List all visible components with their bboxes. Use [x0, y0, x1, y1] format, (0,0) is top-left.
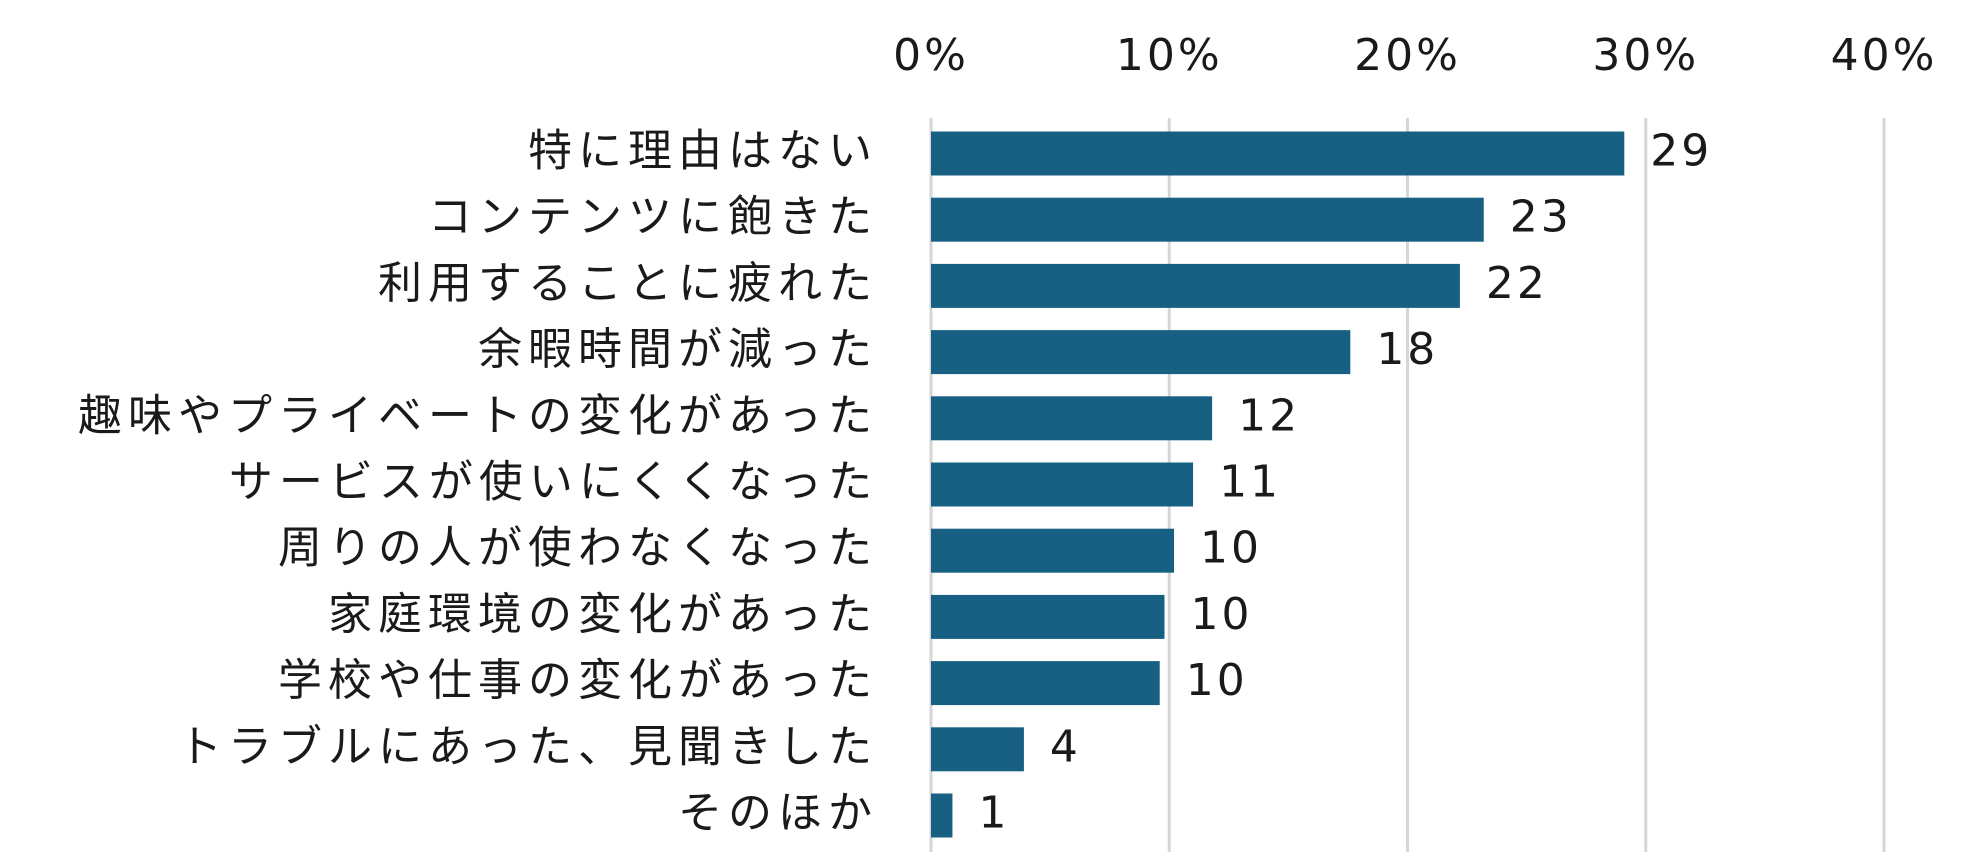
x-tick-label: 10%	[1116, 30, 1223, 81]
data-label: 1	[978, 788, 1009, 839]
x-axis-tick-labels: 0% 10% 20% 30% 40%	[893, 30, 1938, 81]
category-label: 学校や仕事の変化があった	[278, 655, 878, 706]
bar	[931, 330, 1351, 375]
bar	[931, 528, 1175, 573]
x-tick-label: 20%	[1354, 30, 1461, 81]
data-label: 11	[1219, 457, 1281, 508]
data-label: 18	[1376, 324, 1438, 375]
data-labels: 29 23 22 18 12 11 10 10 10 41	[978, 126, 1712, 839]
bars	[931, 131, 1625, 838]
data-label: 10	[1186, 655, 1248, 706]
data-label: 22	[1486, 258, 1548, 309]
bar	[931, 462, 1194, 507]
category-label: 趣味やプライベートの変化があった	[78, 390, 878, 441]
category-label: そのほか	[678, 788, 878, 839]
category-label: 利用することに疲れた	[378, 258, 878, 309]
category-label: 特に理由はない	[528, 126, 878, 177]
bar	[931, 594, 1165, 639]
data-label: 29	[1650, 126, 1712, 177]
bar	[931, 396, 1213, 441]
category-labels: 特に理由はないコンテンツに飽きた利用することに疲れた余暇時間が減った趣味やプライ…	[78, 126, 878, 839]
category-label: 周りの人が使わなくなった	[278, 523, 878, 574]
x-tick-label: 0%	[893, 30, 969, 81]
category-label: 余暇時間が減った	[478, 324, 878, 375]
bar	[931, 131, 1625, 176]
bar	[931, 263, 1460, 308]
data-label: 10	[1200, 523, 1262, 574]
data-label: 10	[1190, 589, 1252, 640]
data-label: 12	[1238, 390, 1300, 441]
bar	[931, 661, 1160, 706]
x-tick-label: 40%	[1831, 30, 1938, 81]
category-label: サービスが使いにくくなった	[229, 457, 878, 508]
bar	[931, 197, 1484, 242]
bar	[931, 793, 953, 838]
data-label: 4	[1050, 721, 1081, 772]
bar	[931, 727, 1024, 772]
category-label: コンテンツに飽きた	[428, 192, 878, 243]
category-label: トラブルにあった、見聞きした	[178, 721, 878, 772]
x-tick-label: 30%	[1592, 30, 1699, 81]
category-label: 家庭環境の変化があった	[328, 589, 878, 640]
data-label: 23	[1510, 192, 1572, 243]
